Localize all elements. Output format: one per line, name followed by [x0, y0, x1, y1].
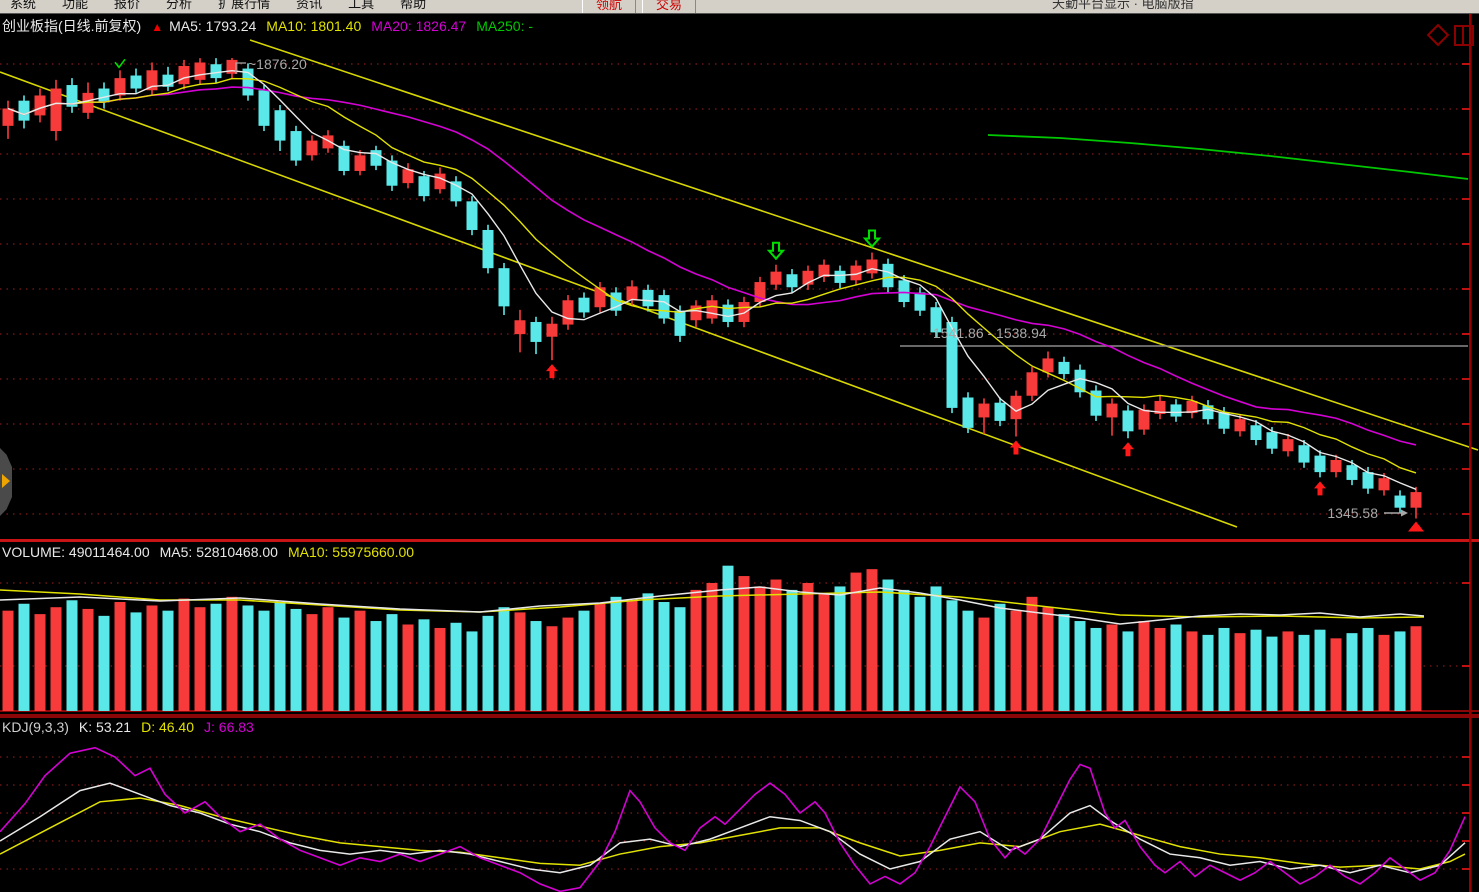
- kdj-label-2: D: 46.40: [141, 719, 195, 735]
- sidebar-expand-tab[interactable]: [0, 448, 12, 516]
- volume-label-2: MA10: 55975660.00: [287, 544, 415, 560]
- kline-ma-label-2: MA20: 1826.47: [371, 18, 467, 34]
- menu-hot-buttons: 领航 交易: [582, 0, 702, 13]
- kdj-label-0: KDJ(9,3,3): [2, 719, 69, 735]
- svg-text:1345.58: 1345.58: [1327, 505, 1378, 521]
- split-pane-icon[interactable]: [1454, 25, 1474, 46]
- kline-header-row: 创业板指(日线.前复权) ▲ MA5: 1793.24 MA10: 1801.40 MA…: [2, 16, 553, 36]
- expand-arrow-icon: [2, 474, 10, 488]
- kline-ma-label-1: MA10: 1801.40: [266, 18, 362, 34]
- kdj-header-row: KDJ(9,3,3) K: 53.21 D: 46.40 J: 66.83: [2, 719, 264, 735]
- menu-right-text: 天勤平台显示 · 电脑版指: [1052, 0, 1194, 11]
- kdj-label-1: K: 53.21: [78, 719, 132, 735]
- menu-items-row: 系统 功能 报价 分析 扩展行情 资讯 工具 帮助: [10, 0, 452, 12]
- menu-item[interactable]: 系统: [10, 0, 37, 11]
- menu-hot-item[interactable]: 交易: [642, 0, 696, 13]
- kdj-label-3: J: 66.83: [204, 719, 254, 735]
- menu-hot-item[interactable]: 领航: [582, 0, 636, 13]
- menu-item[interactable]: 扩展行情: [218, 0, 271, 11]
- trend-up-arrow-icon: ▲: [151, 20, 164, 34]
- menu-bar: 系统 功能 报价 分析 扩展行情 资讯 工具 帮助 领航 交易 天勤平台显示 · 电脑版指: [0, 0, 1479, 14]
- kline-ma-label-0: MA5: 1793.24: [169, 18, 257, 34]
- menu-item[interactable]: 帮助: [400, 0, 427, 11]
- menu-item[interactable]: 工具: [348, 0, 375, 11]
- menu-item[interactable]: 功能: [62, 0, 89, 11]
- kline-ma-label-3: MA250: -: [476, 18, 534, 34]
- menu-item[interactable]: 报价: [114, 0, 141, 11]
- diamond-tool-icon[interactable]: [1426, 23, 1450, 47]
- chart-corner-tools: [1424, 22, 1478, 47]
- kline-title: 创业板指(日线.前复权): [2, 18, 142, 34]
- menu-item[interactable]: 分析: [166, 0, 193, 11]
- menu-item[interactable]: 资讯: [296, 0, 323, 11]
- svg-text:1541.86 - 1538.94: 1541.86 - 1538.94: [933, 325, 1047, 341]
- volume-header-row: VOLUME: 49011464.00 MA5: 52810468.00 MA10:…: [2, 544, 424, 560]
- volume-label-0: VOLUME: 49011464.00: [2, 544, 150, 560]
- volume-label-1: MA5: 52810468.00: [159, 544, 278, 560]
- svg-text:~1876.20: ~1876.20: [248, 56, 307, 72]
